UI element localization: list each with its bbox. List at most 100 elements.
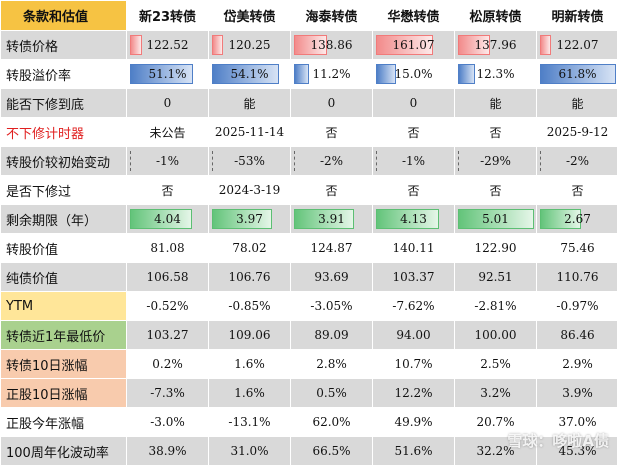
stock-10d-change-row: 正股10日涨幅-7.3%1.6%0.5%12.2%3.2%3.9%	[1, 379, 617, 408]
cell-value: 4.04	[154, 212, 181, 226]
row-label: 转股价较初始变动	[1, 147, 127, 176]
table-cell: 86.46	[537, 321, 617, 350]
table-cell: 1.6%	[209, 350, 291, 379]
table-cell: 2024-3-19	[209, 176, 291, 205]
table-cell: 54.1%	[209, 60, 291, 89]
data-bar	[458, 64, 475, 84]
cell-value: 3.9%	[562, 386, 593, 400]
bond-name-header: 岱美转债	[209, 1, 291, 31]
table-cell: 0.2%	[127, 350, 209, 379]
table-cell: 62.0%	[291, 408, 373, 437]
cell-value: 93.69	[314, 270, 348, 284]
table-cell: 0.5%	[291, 379, 373, 408]
cell-value: 15.0%	[394, 67, 432, 81]
row-label: 能否下修到底	[1, 89, 127, 118]
cell-value: 66.5%	[312, 444, 350, 458]
cell-value: -0.52%	[146, 299, 188, 313]
axis-tick	[130, 151, 131, 171]
table-cell: 15.0%	[373, 60, 455, 89]
table-cell: 109.06	[209, 321, 291, 350]
table-cell: 120.25	[209, 31, 291, 60]
table-cell: 否	[291, 176, 373, 205]
axis-tick	[376, 151, 377, 171]
table-cell: 2.5%	[455, 350, 537, 379]
row-label: 纯债价值	[1, 263, 127, 292]
table-cell: 110.76	[537, 263, 617, 292]
cell-value: 1.6%	[234, 357, 265, 371]
cell-value: 3.97	[236, 212, 263, 226]
table-cell: 51.1%	[127, 60, 209, 89]
cell-value: 3.91	[318, 212, 345, 226]
table-cell: 51.6%	[373, 437, 455, 466]
cell-value: 未公告	[149, 126, 185, 140]
cell-value: 0	[328, 96, 336, 110]
row-label: 转股溢价率	[1, 60, 127, 89]
data-bar	[130, 35, 142, 55]
cell-value: 否	[407, 126, 419, 140]
table-title: 条款和估值	[1, 1, 127, 31]
table-cell: -0.97%	[537, 292, 617, 321]
table-cell: 106.76	[209, 263, 291, 292]
cell-value: 20.7%	[476, 415, 514, 429]
cell-value: 否	[325, 184, 337, 198]
table-cell: 11.2%	[291, 60, 373, 89]
row-label: 转债近1年最低价	[1, 321, 127, 350]
cell-value: 5.01	[482, 212, 509, 226]
cell-value: 否	[571, 184, 583, 198]
table-cell: -1%	[127, 147, 209, 176]
cell-value: 137.96	[475, 38, 517, 52]
cell-value: 12.2%	[394, 386, 432, 400]
row-label: 100周年化波动率	[1, 437, 127, 466]
cell-value: 92.51	[478, 270, 512, 284]
watermark: 雪球：哆啦A债	[507, 430, 609, 451]
table-cell: 3.9%	[537, 379, 617, 408]
cell-value: 86.46	[560, 328, 594, 342]
cell-value: 否	[325, 126, 337, 140]
cell-value: 122.52	[147, 38, 189, 52]
cell-value: 140.11	[393, 241, 435, 255]
header-row: 条款和估值 新23转债 岱美转债 海泰转债 华懋转债 松原转债 明新转债	[1, 1, 617, 31]
cell-value: 0.5%	[316, 386, 347, 400]
table-cell: 2.9%	[537, 350, 617, 379]
data-bar	[212, 35, 223, 55]
cell-value: 否	[489, 126, 501, 140]
cell-value: -3.05%	[310, 299, 352, 313]
table-cell: 138.86	[291, 31, 373, 60]
table-cell: 12.3%	[455, 60, 537, 89]
table-cell: -1%	[373, 147, 455, 176]
cell-value: 否	[489, 184, 501, 198]
cell-value: 4.13	[400, 212, 427, 226]
table-cell: 122.52	[127, 31, 209, 60]
table-cell: 3.2%	[455, 379, 537, 408]
cell-value: 12.3%	[476, 67, 514, 81]
cell-value: 2.5%	[480, 357, 511, 371]
data-bar	[376, 64, 396, 84]
table-cell: 92.51	[455, 263, 537, 292]
table-cell: 2025-11-14	[209, 118, 291, 147]
axis-tick	[212, 151, 213, 171]
bond-name-header: 明新转债	[537, 1, 617, 31]
cell-value: 109.06	[229, 328, 271, 342]
table-cell: -3.05%	[291, 292, 373, 321]
table-cell: 81.08	[127, 234, 209, 263]
cell-value: 103.37	[393, 270, 435, 284]
cell-value: 103.27	[147, 328, 189, 342]
table-cell: 31.0%	[209, 437, 291, 466]
cell-value: 110.76	[557, 270, 599, 284]
cell-value: 否	[161, 184, 173, 198]
table-cell: 122.07	[537, 31, 617, 60]
table-cell: -0.85%	[209, 292, 291, 321]
table-cell: 未公告	[127, 118, 209, 147]
cell-value: 61.8%	[558, 67, 596, 81]
table-cell: -2.81%	[455, 292, 537, 321]
row-label: YTM	[1, 292, 127, 321]
cell-value: 能	[489, 97, 501, 111]
table-cell: 12.2%	[373, 379, 455, 408]
cell-value: -1%	[156, 154, 179, 168]
table-cell: 122.90	[455, 234, 537, 263]
table-cell: 能	[455, 89, 537, 118]
table-cell: 140.11	[373, 234, 455, 263]
cell-value: 62.0%	[312, 415, 350, 429]
